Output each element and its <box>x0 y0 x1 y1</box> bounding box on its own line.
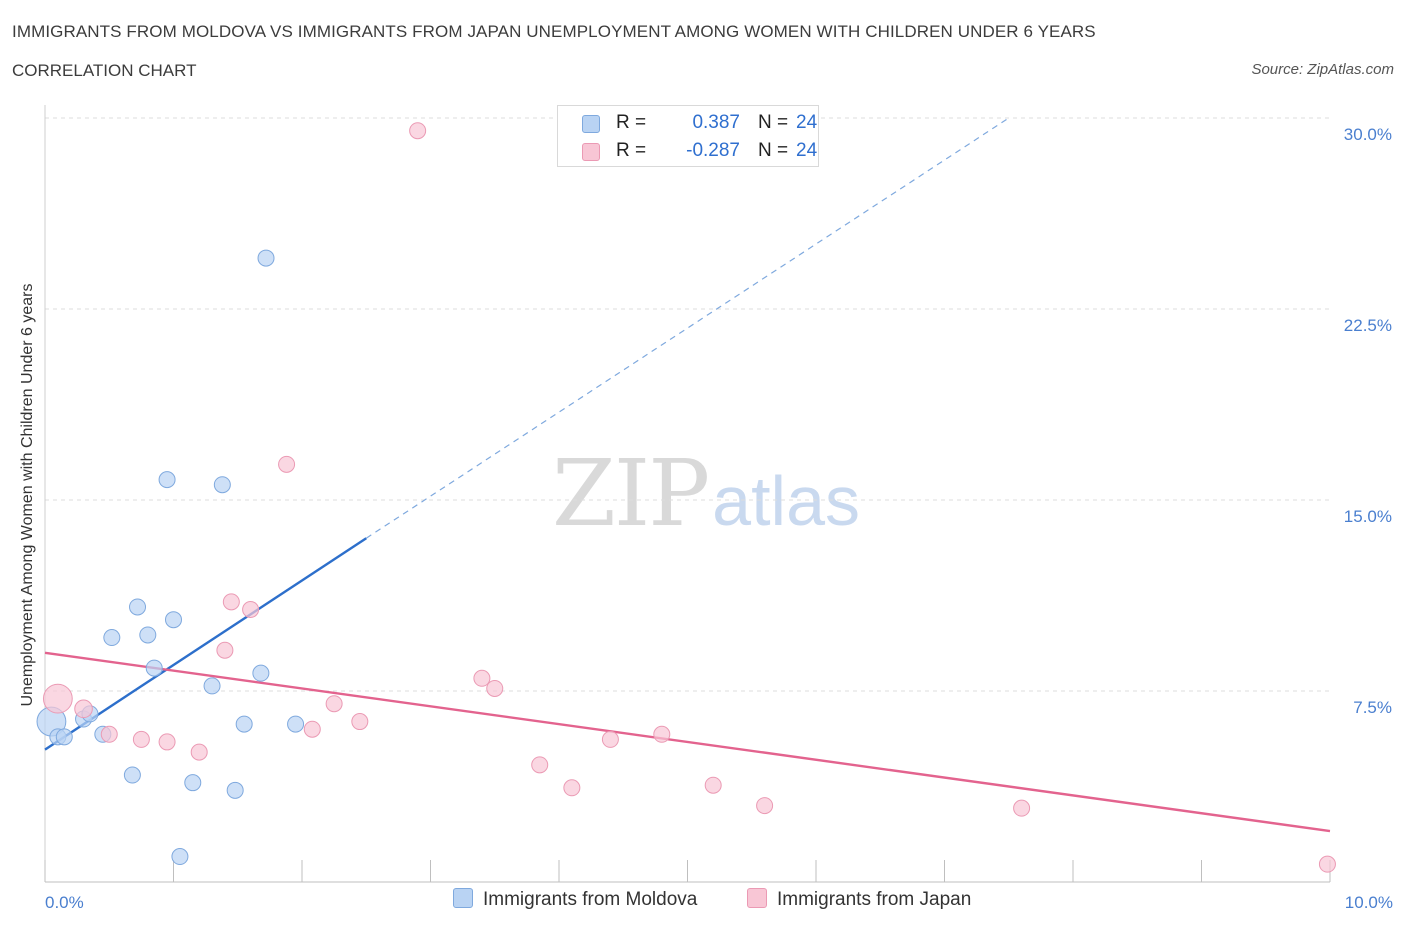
watermark: ZIPatlas <box>552 440 860 547</box>
japan-point <box>100 725 118 743</box>
chart-title: IMMIGRANTS FROM MOLDOVA VS IMMIGRANTS FR… <box>12 22 1096 41</box>
y-tick-label: 15.0% <box>1344 507 1392 526</box>
moldova-point <box>287 715 305 733</box>
moldova-point <box>235 715 253 733</box>
moldova-point <box>252 664 270 682</box>
japan-point <box>158 733 176 751</box>
legend-moldova-swatch <box>453 888 473 908</box>
japan-point <box>351 713 369 731</box>
japan-point <box>704 776 722 794</box>
moldova-point <box>145 659 163 677</box>
watermark-zip: ZIP <box>552 440 710 547</box>
moldova-point <box>165 611 182 629</box>
n-value: 24 <box>796 112 818 133</box>
japan-point <box>1013 799 1031 817</box>
chart-subtitle: CORRELATION CHART <box>12 61 197 80</box>
moldova-trend-extension <box>365 117 1010 539</box>
moldova-point <box>184 774 202 792</box>
japan-trend-line <box>44 651 1331 833</box>
y-axis-label: Unemployment Among Women with Children U… <box>19 283 36 707</box>
legend-moldova-label: Immigrants from Moldova <box>483 889 698 910</box>
legend-item-moldova[interactable]: Immigrants from Moldova <box>453 888 697 911</box>
x-tick-label: 10.0% <box>1345 893 1393 912</box>
japan-point <box>473 669 491 687</box>
moldova-point <box>257 249 275 267</box>
moldova-point <box>55 728 73 746</box>
watermark-atlas: atlas <box>712 462 861 540</box>
japan-point <box>1318 855 1336 873</box>
moldova-point <box>226 781 244 799</box>
moldova-point <box>123 766 141 784</box>
y-tick-label: 7.5% <box>1353 698 1392 717</box>
moldova-trend-line <box>44 537 367 751</box>
japan-point <box>42 683 73 714</box>
n-label: N = <box>758 112 789 133</box>
moldova-point <box>171 848 189 866</box>
japan-point <box>216 641 234 659</box>
r-label: R = <box>616 140 647 161</box>
r-value: -0.287 <box>686 140 740 161</box>
japan-point <box>486 679 504 697</box>
japan-swatch <box>582 143 600 161</box>
japan-point <box>325 695 343 713</box>
japan-point <box>303 720 321 738</box>
japan-point <box>601 730 619 748</box>
moldova-point <box>129 598 147 616</box>
stats-box: R = 0.387 N = 24 R = -0.287 N = 24 <box>557 105 819 167</box>
japan-point <box>190 743 208 761</box>
japan-point <box>653 725 671 743</box>
japan-point <box>531 756 549 774</box>
legend-japan-label: Immigrants from Japan <box>777 889 972 910</box>
moldova-point <box>139 626 157 644</box>
n-label: N = <box>758 140 789 161</box>
moldova-swatch <box>582 115 600 133</box>
legend-japan-swatch <box>747 888 767 908</box>
legend-item-japan[interactable]: Immigrants from Japan <box>747 888 971 911</box>
japan-point <box>409 122 427 140</box>
y-tick-label: 22.5% <box>1344 316 1392 335</box>
moldova-point <box>213 476 231 494</box>
japan-point <box>278 455 296 473</box>
japan-point <box>563 779 581 797</box>
moldova-point <box>158 471 176 489</box>
japan-point <box>242 601 260 619</box>
x-tick-label: 0.0% <box>45 893 84 912</box>
source-credit: Source: ZipAtlas.com <box>1251 61 1394 78</box>
japan-point <box>74 699 93 719</box>
y-tick-label: 30.0% <box>1344 125 1392 144</box>
japan-point <box>222 593 240 611</box>
r-value: 0.387 <box>692 112 740 133</box>
moldova-point <box>103 629 121 647</box>
japan-point <box>756 797 774 815</box>
n-value: 24 <box>796 140 818 161</box>
moldova-point <box>203 677 221 695</box>
japan-point <box>132 730 150 748</box>
r-label: R = <box>616 112 647 133</box>
